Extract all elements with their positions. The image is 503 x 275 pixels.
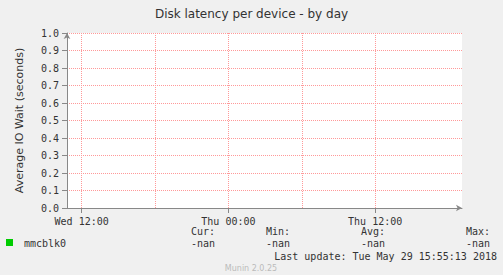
svg-text:0.4: 0.4 [41,133,59,144]
svg-text:1.0: 1.0 [41,28,59,39]
svg-text:Thu 12:00: Thu 12:00 [348,216,402,227]
svg-text:Max:: Max: [466,226,490,237]
svg-text:Cur:: Cur: [191,226,215,237]
svg-text:0.0: 0.0 [41,203,59,214]
svg-text:0.2: 0.2 [41,168,59,179]
svg-text:-nan: -nan [361,238,385,249]
svg-text:0.7: 0.7 [41,80,59,91]
svg-text:0.3: 0.3 [41,150,59,161]
svg-text:-nan: -nan [466,238,490,249]
svg-text:Wed 12:00: Wed 12:00 [55,216,109,227]
svg-text:Last update: Tue May 29 15:55:: Last update: Tue May 29 15:55:13 2018 [274,251,497,262]
svg-text:-nan: -nan [266,238,290,249]
svg-text:0.1: 0.1 [41,185,59,196]
svg-text:Disk latency per device - by d: Disk latency per device - by day [155,7,348,21]
svg-text:0.6: 0.6 [41,98,59,109]
svg-text:0.8: 0.8 [41,63,59,74]
svg-text:Thu 00:00: Thu 00:00 [201,216,255,227]
svg-text:Munin 2.0.25: Munin 2.0.25 [225,264,277,273]
svg-text:Min:: Min: [266,226,290,237]
svg-text:Average IO Wait (seconds): Average IO Wait (seconds) [13,48,26,193]
svg-text:mmcblk0: mmcblk0 [24,238,66,249]
svg-text:-nan: -nan [191,238,215,249]
svg-text:0.9: 0.9 [41,45,59,56]
svg-text:Avg:: Avg: [361,226,385,237]
svg-text:0.5: 0.5 [41,115,59,126]
